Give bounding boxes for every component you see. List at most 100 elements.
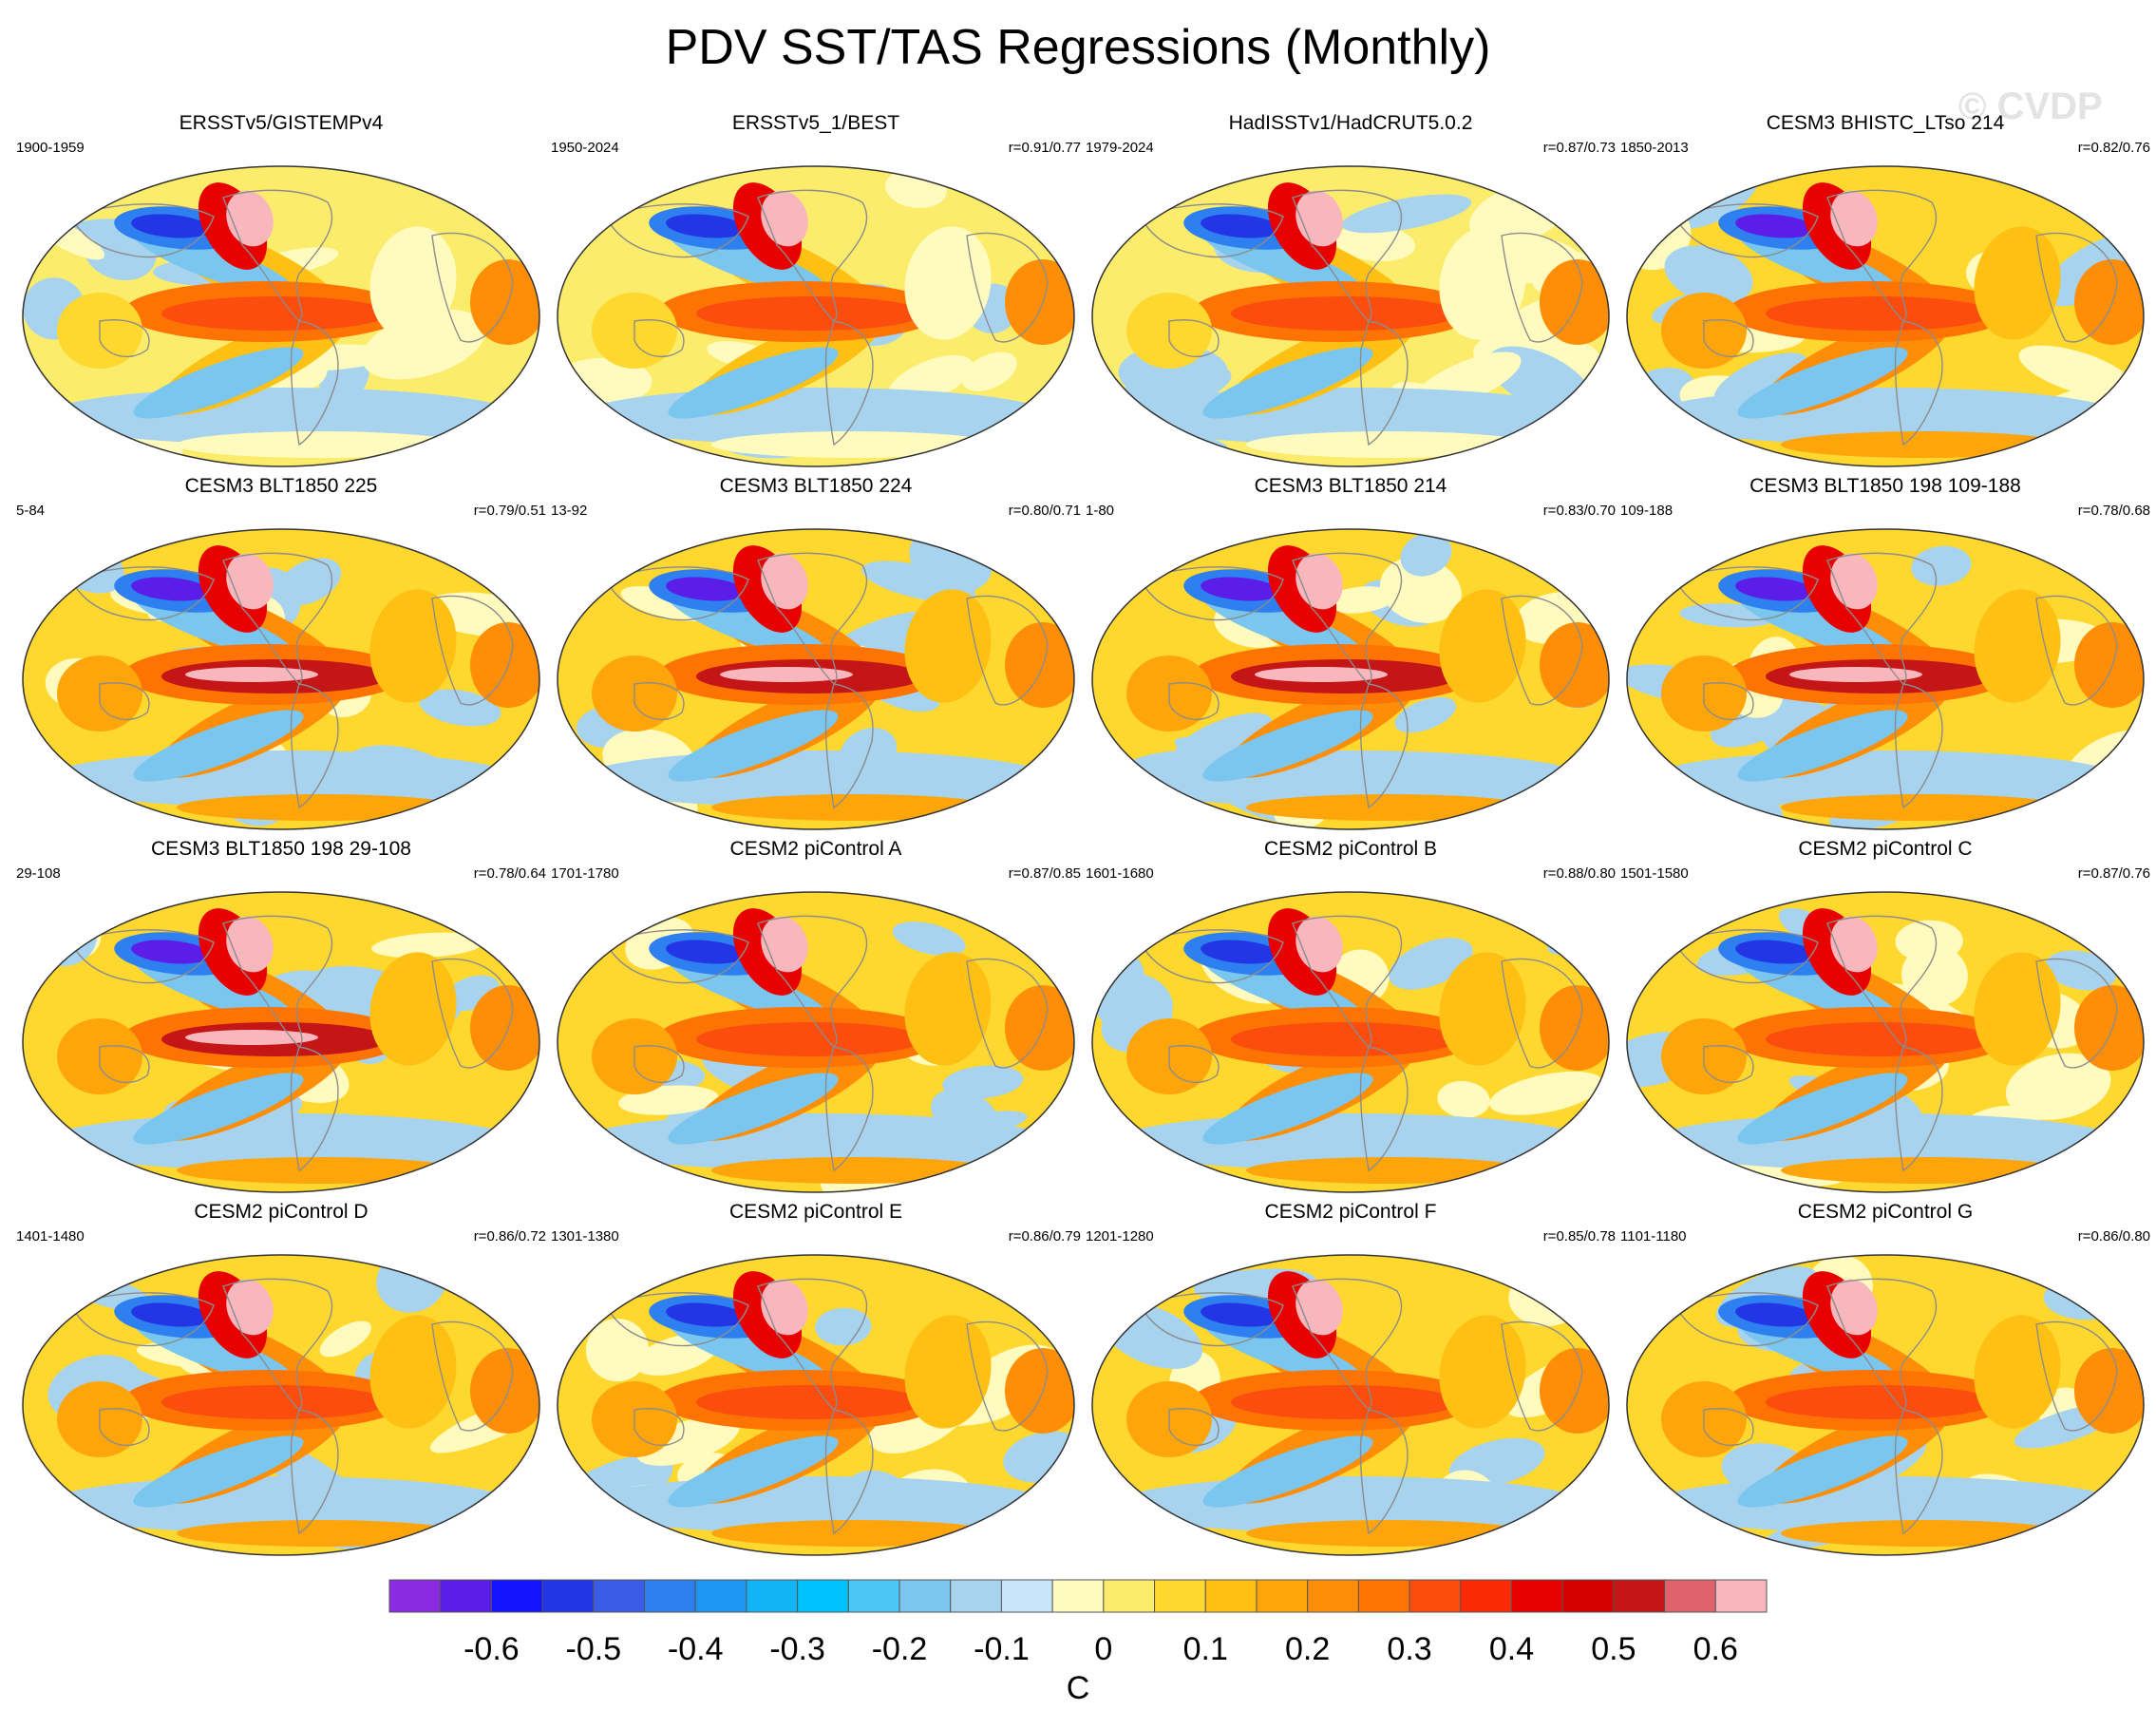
anomaly-region	[720, 667, 853, 682]
anomaly-region	[226, 553, 274, 610]
continent-outline	[1894, 683, 1943, 809]
colorbar-tick-label: -0.1	[974, 1631, 1030, 1667]
colorbar-swatch	[1714, 1579, 1768, 1613]
continent-outline	[1826, 552, 1938, 685]
colorbar-tick-label: 0.2	[1285, 1631, 1331, 1667]
colorbar-units-label: C	[1066, 1670, 1090, 1706]
panel-period: 1900-1959	[16, 140, 85, 156]
colorbar-tick-label: 0.6	[1693, 1631, 1738, 1667]
anomaly-region	[1246, 431, 1531, 458]
anomaly-region	[961, 352, 1017, 391]
map-panel: CESM2 piControl A 1701-1780 r=0.87/0.85	[549, 838, 1083, 1199]
anomaly-region	[711, 1157, 996, 1184]
anomaly-region	[1341, 194, 1472, 234]
anomaly-region	[668, 1435, 839, 1508]
panel-period: 109-188	[1620, 503, 1674, 519]
anomaly-region	[892, 922, 966, 956]
panel-correlation: r=0.80/0.71	[1008, 503, 1081, 519]
colorbar-swatch	[1000, 1579, 1053, 1613]
anomaly-region	[1737, 1435, 1908, 1508]
continent-outline	[1826, 189, 1938, 322]
anomaly-region	[696, 1022, 924, 1056]
map-panel: ERSSTv5/GISTEMPv4 1900-1959	[14, 112, 548, 473]
continent-outline	[1359, 320, 1409, 446]
continent-outline	[70, 566, 215, 621]
colorbar-swatches	[388, 1579, 1768, 1613]
globe-outline	[557, 891, 1075, 1193]
continent-outline	[966, 958, 1049, 1069]
continent-outline	[1140, 1292, 1284, 1347]
panel-period: 1501-1580	[1620, 865, 1689, 882]
anomaly-region	[133, 1073, 304, 1145]
panel-title: CESM2 piControl D	[194, 1201, 369, 1223]
continent-outline	[1894, 1409, 1943, 1535]
panel-title: ERSSTv5_1/BEST	[731, 112, 900, 134]
anomaly-region	[585, 1318, 650, 1382]
anomaly-region	[761, 1279, 808, 1336]
anomaly-region	[1201, 577, 1280, 601]
anomaly-region	[1737, 710, 1908, 782]
globe-outline	[1626, 1254, 2145, 1556]
panel-period: 1101-1180	[1620, 1228, 1687, 1244]
continent-outline	[634, 1408, 685, 1447]
colorbar-tick-label: 0	[1094, 1631, 1113, 1667]
continent-outline	[966, 595, 1049, 706]
globe-outline	[1626, 528, 2145, 830]
panel-period: 29-108	[16, 865, 61, 882]
anomaly-region	[133, 710, 304, 782]
anomaly-region	[177, 794, 462, 821]
colorbar-swatch	[694, 1579, 747, 1613]
colorbar-swatch	[490, 1579, 543, 1613]
globe-outline	[22, 1254, 540, 1556]
globe-map	[1091, 891, 1610, 1193]
continent-outline	[1359, 1046, 1409, 1172]
panel-correlation: r=0.86/0.72	[473, 1228, 546, 1244]
continent-outline	[757, 915, 868, 1048]
panel-correlation: r=0.82/0.76	[2077, 140, 2150, 156]
colorbar-swatch	[797, 1579, 849, 1613]
continent-outline	[290, 320, 339, 446]
anomaly-region	[185, 1030, 318, 1045]
anomaly-region	[1781, 1157, 2066, 1184]
panel-period: 5-84	[16, 503, 46, 519]
continent-outline	[824, 683, 874, 809]
anomaly-region	[1324, 586, 1395, 614]
colorbar-swatch	[1051, 1579, 1105, 1613]
anomaly-region	[131, 940, 211, 964]
colorbar-swatch	[950, 1579, 1002, 1613]
globe-outline	[1091, 165, 1610, 467]
panel-period: 1401-1480	[16, 1228, 85, 1244]
continent-outline	[1292, 1278, 1403, 1411]
anomaly-region	[133, 1435, 304, 1508]
panel-period: 1-80	[1086, 503, 1115, 519]
map-panel: CESM2 piControl C 1501-1580 r=0.87/0.76	[1618, 838, 2152, 1199]
continent-outline	[1703, 682, 1754, 721]
continent-outline	[99, 682, 150, 721]
panel-period: 13-92	[551, 503, 588, 519]
map-panel: CESM2 piControl E 1301-1380 r=0.86/0.79	[549, 1201, 1083, 1562]
colorbar-swatch	[440, 1579, 492, 1613]
continent-outline	[634, 319, 685, 358]
colorbar-swatch	[541, 1579, 595, 1613]
colorbar-swatch	[1664, 1579, 1716, 1613]
anomaly-region	[666, 1302, 746, 1327]
panel-period: 1850-2013	[1620, 140, 1689, 156]
continent-outline	[1826, 915, 1938, 1048]
anomaly-region	[2005, 1053, 2111, 1120]
continent-outline	[824, 320, 874, 446]
panel-correlation: r=0.78/0.68	[2077, 503, 2150, 519]
anomaly-region	[1830, 916, 1878, 973]
panel-title: CESM2 piControl F	[1264, 1201, 1437, 1223]
map-panel: CESM3 BLT1850 198 109-188 109-188 r=0.78/0…	[1618, 475, 2152, 836]
anomaly-region	[1246, 1520, 1531, 1547]
colorbar-tick-label: -0.4	[667, 1631, 724, 1667]
continent-outline	[1703, 1045, 1754, 1084]
globe-map	[557, 1254, 1075, 1556]
anomaly-region	[1202, 347, 1373, 419]
globe-outline	[1626, 165, 2145, 467]
colorbar-swatch	[593, 1579, 646, 1613]
anomaly-region	[1202, 1073, 1373, 1145]
anomaly-region	[696, 1385, 924, 1419]
globe-map	[22, 165, 540, 467]
map-panel: CESM2 piControl D 1401-1480 r=0.86/0.72	[14, 1201, 548, 1562]
